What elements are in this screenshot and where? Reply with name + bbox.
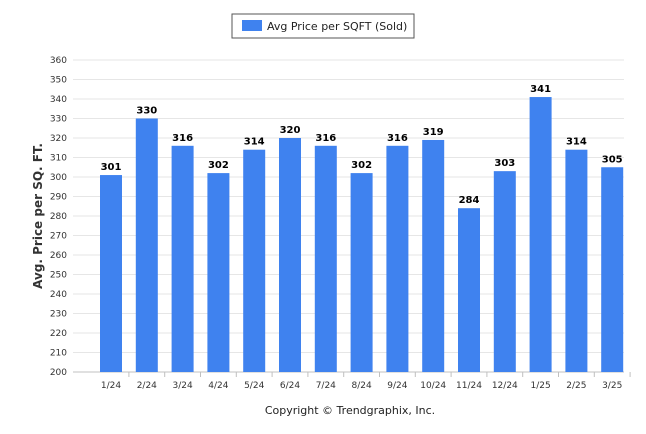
y-tick-label: 210 bbox=[50, 349, 67, 359]
y-tick-label: 300 bbox=[50, 173, 67, 183]
data-label: 320 bbox=[280, 125, 301, 136]
legend-label: Avg Price per SQFT (Sold) bbox=[267, 20, 407, 33]
data-label: 284 bbox=[459, 195, 480, 206]
y-tick-label: 240 bbox=[50, 290, 67, 300]
data-label: 305 bbox=[602, 154, 623, 165]
x-tick-label: 10/24 bbox=[420, 381, 446, 391]
y-tick-label: 260 bbox=[50, 251, 67, 261]
y-axis-ticks: 200 210 220 230 240 250 260 270 280 290 300 310 320 3… bbox=[50, 56, 67, 378]
y-tick-label: 250 bbox=[50, 271, 67, 281]
data-label: 301 bbox=[101, 162, 122, 173]
legend-box bbox=[231, 13, 415, 39]
y-tick-label: 270 bbox=[50, 232, 67, 242]
data-label: 319 bbox=[423, 127, 444, 138]
x-tick-label: 3/24 bbox=[172, 381, 192, 391]
bar-10/24 bbox=[422, 139, 445, 372]
bar-9/24 bbox=[386, 145, 409, 372]
data-label: 316 bbox=[387, 133, 408, 144]
bar-6/24 bbox=[279, 138, 301, 372]
x-tick-label: 1/24 bbox=[101, 381, 121, 391]
x-tick-label: 9/24 bbox=[387, 381, 407, 391]
data-label: 302 bbox=[208, 160, 229, 171]
y-tick-label: 350 bbox=[50, 76, 67, 86]
y-tick-label: 330 bbox=[50, 115, 67, 125]
y-tick-label: 360 bbox=[50, 56, 67, 66]
x-axis-ticks: 1/24 2/24 3/24 4/24 5/24 6/24 7/24 8/24 9/24 10/2… bbox=[101, 372, 631, 391]
bar-2/24 bbox=[135, 118, 158, 372]
bar-3/25 bbox=[601, 167, 624, 372]
x-tick-label: 4/24 bbox=[208, 381, 228, 391]
x-tick-label: 2/25 bbox=[566, 381, 586, 391]
y-tick-label: 220 bbox=[50, 329, 67, 339]
bar-8/24 bbox=[350, 173, 373, 372]
data-label: 302 bbox=[351, 160, 372, 171]
x-tick-label: 3/25 bbox=[602, 381, 622, 391]
y-axis-label: Avg. Price per SQ. FT. bbox=[31, 143, 45, 289]
bars bbox=[100, 97, 624, 373]
data-labels: 301 330 316 302 314 320 316 302 316 319 284 303 341 3… bbox=[101, 84, 623, 206]
y-tick-label: 230 bbox=[50, 310, 67, 320]
y-tick-label: 290 bbox=[50, 193, 67, 203]
x-tick-label: 6/24 bbox=[280, 381, 300, 391]
y-tick-label: 280 bbox=[50, 212, 67, 222]
y-tick-label: 200 bbox=[50, 368, 67, 378]
data-label: 316 bbox=[315, 133, 336, 144]
bar-1/24 bbox=[100, 175, 122, 372]
bar-2/25 bbox=[565, 149, 588, 372]
data-label: 314 bbox=[566, 137, 587, 148]
x-tick-label: 12/24 bbox=[492, 381, 518, 391]
bar-7/24 bbox=[314, 145, 337, 372]
y-tick-label: 310 bbox=[50, 154, 67, 164]
x-tick-label: 5/24 bbox=[244, 381, 264, 391]
bar-11/24 bbox=[458, 208, 480, 372]
legend-swatch bbox=[242, 20, 262, 31]
data-label: 314 bbox=[244, 137, 265, 148]
bar-12/24 bbox=[493, 171, 516, 372]
bar-1/25 bbox=[529, 97, 552, 373]
copyright-text: Copyright © Trendgraphix, Inc. bbox=[265, 404, 435, 417]
x-tick-label: 2/24 bbox=[137, 381, 157, 391]
bar-5/24 bbox=[243, 149, 266, 372]
x-tick-label: 8/24 bbox=[351, 381, 371, 391]
data-label: 341 bbox=[530, 84, 551, 95]
data-label: 330 bbox=[136, 106, 157, 117]
x-tick-label: 1/25 bbox=[530, 381, 550, 391]
data-label: 316 bbox=[172, 133, 193, 144]
bar-3/24 bbox=[171, 145, 194, 372]
x-tick-label: 7/24 bbox=[316, 381, 336, 391]
data-label: 303 bbox=[494, 158, 515, 169]
y-tick-label: 340 bbox=[50, 95, 67, 105]
x-tick-label: 11/24 bbox=[456, 381, 482, 391]
y-tick-label: 320 bbox=[50, 134, 67, 144]
bar-4/24 bbox=[207, 173, 230, 372]
legend: Avg Price per SQFT (Sold) bbox=[231, 13, 415, 39]
